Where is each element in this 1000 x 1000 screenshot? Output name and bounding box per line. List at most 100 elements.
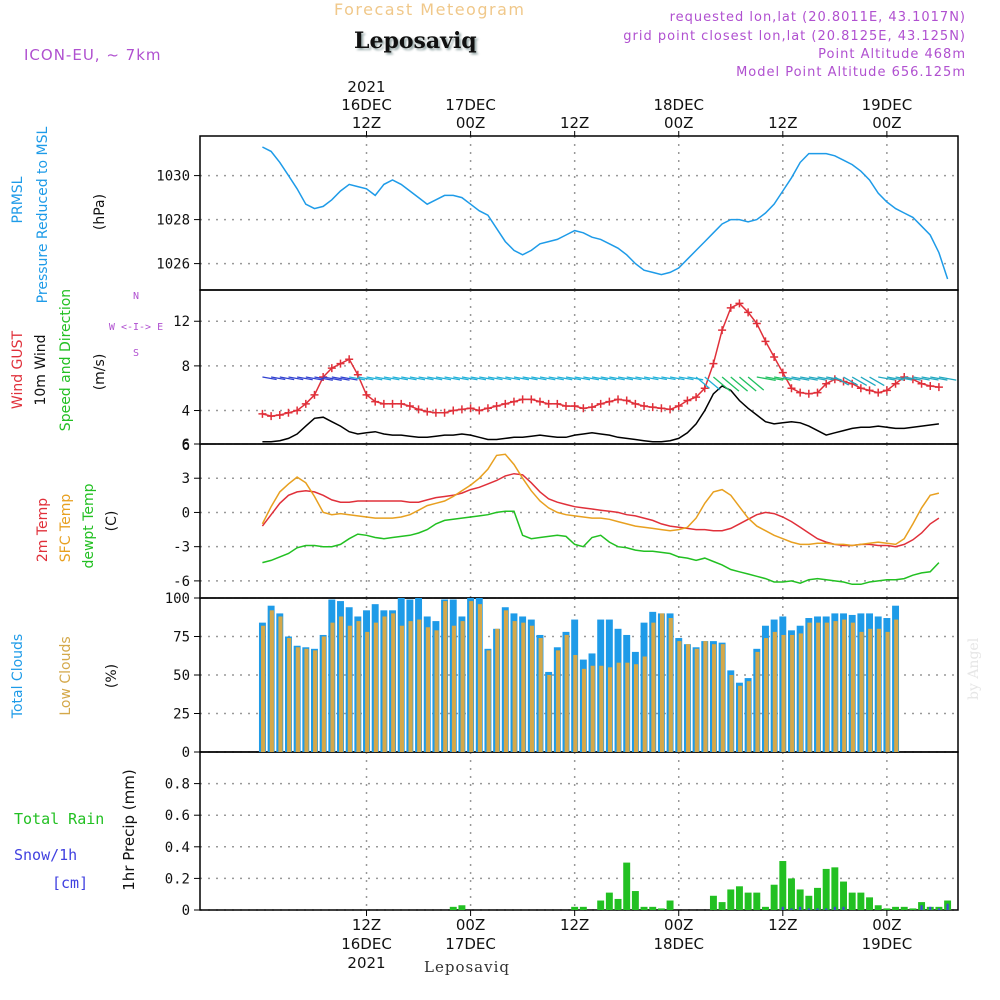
wind-arrow — [453, 376, 469, 381]
low-cloud-bar — [581, 668, 587, 752]
snow-bar — [790, 908, 793, 910]
low-cloud-bar — [868, 628, 873, 752]
wind-arrow — [643, 376, 659, 381]
rain-bar — [649, 906, 657, 910]
gust-marker — [284, 408, 293, 417]
low-cloud-bar — [764, 638, 769, 752]
snow-bar — [946, 903, 949, 910]
bottom-time-label: 17DEC — [445, 935, 496, 953]
gust-marker — [787, 384, 796, 393]
temperature-frame — [199, 443, 959, 599]
wind-arrow — [444, 376, 461, 381]
gust-line — [262, 302, 939, 417]
low-cloud-bar — [330, 622, 335, 752]
low-cloud-bar — [321, 636, 326, 752]
rain-bar — [848, 892, 856, 910]
rain-bar — [597, 900, 605, 910]
y-tick-label: 0.8 — [165, 777, 190, 793]
gust-marker — [631, 399, 640, 408]
rain-bar — [857, 892, 865, 910]
rain-label: Total Rain — [14, 810, 104, 828]
gust-marker — [397, 399, 406, 408]
rain-bar — [605, 892, 613, 910]
y-tick-label: 12 — [173, 314, 190, 330]
rain-bar — [814, 887, 821, 910]
wind-arrow — [904, 376, 921, 381]
point-altitude: Point Altitude 468m — [818, 47, 966, 62]
gust-marker — [761, 337, 770, 346]
low-cloud-bar — [538, 638, 543, 752]
rain-bar — [770, 884, 778, 910]
gust-marker — [700, 384, 709, 393]
wind-arrow — [591, 376, 608, 381]
y-tick-label: 8 — [182, 359, 190, 375]
rain-bar — [900, 906, 908, 910]
bottom-time-label: 00Z — [456, 916, 485, 934]
pressure-unit: (hPa) — [92, 194, 108, 230]
gust-marker — [388, 399, 397, 408]
gust-marker — [553, 399, 562, 408]
rain-bar — [709, 895, 717, 910]
snow-bar — [929, 906, 932, 910]
low-cloud-bar — [451, 625, 457, 752]
pressure-frame — [199, 135, 959, 291]
gust-marker — [744, 308, 753, 317]
gust-marker — [856, 384, 865, 393]
top-time-label: 12Z — [352, 114, 381, 132]
gust-marker — [917, 379, 926, 388]
rain-bar — [614, 898, 622, 910]
precip-unit: 1hr Precip (mm) — [120, 769, 138, 890]
gust-marker — [414, 405, 423, 414]
gust-marker — [379, 399, 388, 408]
low-cloud-bar — [382, 616, 387, 752]
low-cloud-bar — [686, 644, 691, 752]
wind-arrow — [496, 376, 512, 381]
wind-arrow — [548, 376, 564, 381]
2m-temp-line — [261, 472, 940, 548]
gust-marker — [657, 404, 666, 413]
rain-bar — [831, 867, 839, 910]
gust-marker — [440, 408, 449, 417]
pressure-label: Pressure Reduced to MSL — [35, 126, 51, 303]
y-tick-label: 3 — [182, 471, 190, 487]
y-tick-label: 75 — [173, 630, 190, 646]
bottom-time-label: 19DEC — [862, 935, 913, 953]
gust-marker — [449, 406, 458, 415]
wind-arrow — [565, 376, 582, 381]
wind-arrow — [522, 376, 538, 381]
wind-arrow — [583, 376, 600, 381]
low-cloud-bar — [573, 654, 578, 752]
gust-marker — [796, 388, 805, 397]
wind-arrow — [487, 376, 503, 381]
wind-arrow — [843, 376, 859, 386]
wind-arrow — [323, 376, 342, 381]
wind-arrow — [800, 376, 818, 381]
wind-arrow — [314, 376, 333, 381]
gust-marker — [527, 395, 536, 404]
top-time-label: 19DEC — [862, 96, 913, 114]
low-cloud-bar — [365, 631, 370, 752]
bottom-time-label: 12Z — [768, 916, 797, 934]
gust-marker — [345, 355, 354, 364]
snow-bar — [799, 906, 802, 910]
wind-arrow — [531, 376, 547, 381]
y-tick-label: 50 — [173, 668, 190, 684]
snow-bar — [842, 906, 845, 910]
low-cloud-bar — [555, 650, 561, 752]
low-cloud-bar — [790, 634, 795, 752]
wind-arrow — [557, 376, 573, 381]
low-cloud-bar — [798, 633, 803, 752]
pressure-label: PRMSL — [10, 176, 26, 223]
wind-arrow — [930, 376, 948, 381]
gust-marker — [579, 404, 588, 413]
wind-arrow — [713, 376, 731, 392]
low-cloud-bar — [434, 630, 439, 752]
low-cloud-bar — [590, 665, 595, 752]
top-time-label: 00Z — [456, 114, 485, 132]
low-cloud-bar — [781, 634, 786, 752]
wind-arrow — [305, 376, 323, 381]
compass-we: W <-I-> E — [109, 322, 163, 333]
wind-arrow — [886, 376, 904, 381]
wind-arrow — [921, 376, 939, 381]
y-tick-label: 4 — [182, 404, 190, 420]
